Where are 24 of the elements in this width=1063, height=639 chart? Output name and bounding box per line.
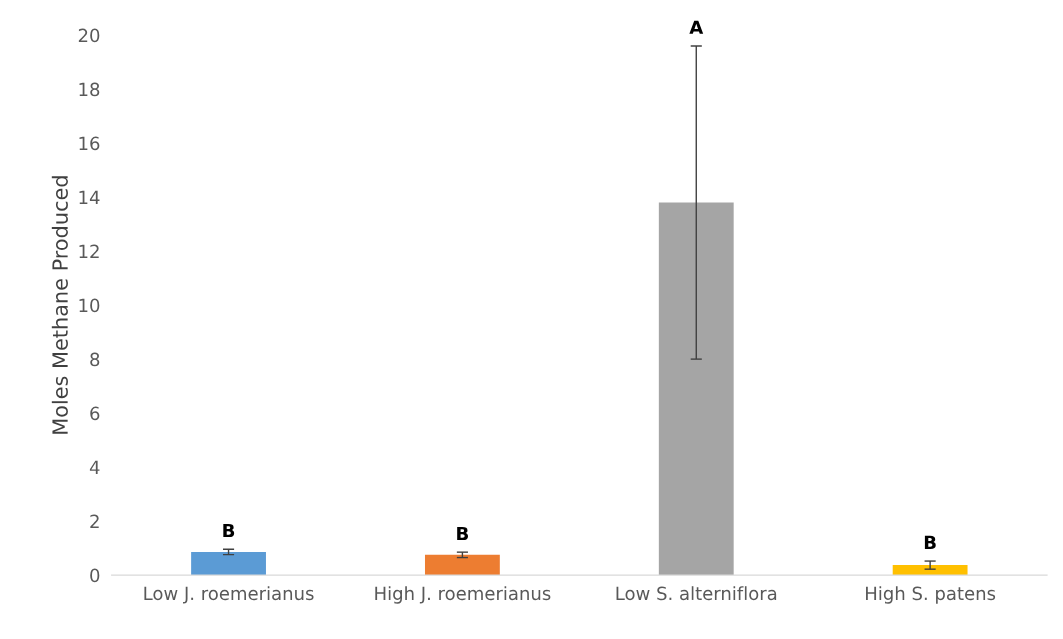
y-tick-label: 10 — [79, 298, 100, 313]
y-tick-label: 0 — [90, 568, 100, 583]
y-tick-label: 20 — [78, 28, 100, 43]
bar — [191, 551, 266, 576]
x-tick-label: Low J. roemerianus — [144, 586, 314, 604]
annotation: B — [457, 526, 469, 541]
y-tick-label: 4 — [89, 460, 100, 474]
x-tick-label: High J. roemerianus — [375, 586, 551, 604]
y-tick-label: 14 — [79, 190, 100, 204]
annotation: B — [924, 535, 936, 549]
y-tick-label: 12 — [79, 244, 99, 258]
bar — [892, 565, 968, 576]
annotation: B — [223, 523, 235, 538]
bar — [424, 554, 500, 576]
y-axis-title: Moles Methane Produced — [51, 176, 68, 434]
y-tick-label: 8 — [90, 352, 100, 367]
annotation: A — [689, 20, 704, 34]
bar — [658, 202, 734, 576]
y-tick-label: 18 — [79, 82, 100, 97]
y-tick-label: 2 — [90, 514, 99, 528]
y-tick-label: 6 — [90, 406, 100, 421]
x-tick-label: High S. patens — [866, 586, 996, 604]
y-tick-label: 16 — [79, 136, 100, 151]
x-tick-label: Low S. alterniflora — [616, 586, 777, 601]
